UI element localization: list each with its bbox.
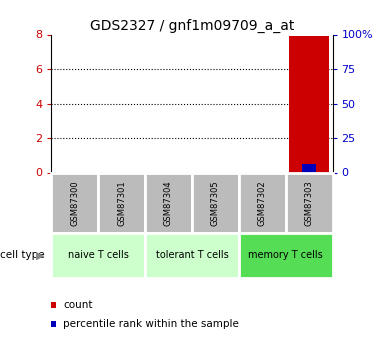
Text: GSM87305: GSM87305	[211, 180, 220, 226]
Bar	[145, 172, 192, 233]
Text: cell type: cell type	[0, 250, 44, 260]
Bar	[51, 172, 98, 233]
Text: GSM87301: GSM87301	[117, 180, 126, 226]
Bar	[192, 172, 239, 233]
Bar	[239, 233, 332, 278]
Text: memory T cells: memory T cells	[248, 250, 323, 260]
Bar	[302, 164, 316, 172]
Text: percentile rank within the sample: percentile rank within the sample	[63, 319, 239, 329]
Text: GSM87303: GSM87303	[304, 180, 313, 226]
Bar	[98, 172, 145, 233]
Bar	[145, 233, 239, 278]
Text: count: count	[63, 300, 93, 310]
Bar	[51, 233, 145, 278]
Title: GDS2327 / gnf1m09709_a_at: GDS2327 / gnf1m09709_a_at	[90, 19, 294, 33]
Text: naive T cells: naive T cells	[68, 250, 128, 260]
Text: GSM87302: GSM87302	[258, 180, 267, 226]
Bar	[289, 36, 329, 172]
Text: tolerant T cells: tolerant T cells	[155, 250, 228, 260]
Text: GSM87300: GSM87300	[70, 180, 79, 226]
Bar	[286, 172, 332, 233]
Text: ▶: ▶	[36, 250, 44, 260]
Bar	[239, 172, 286, 233]
Text: GSM87304: GSM87304	[164, 180, 173, 226]
